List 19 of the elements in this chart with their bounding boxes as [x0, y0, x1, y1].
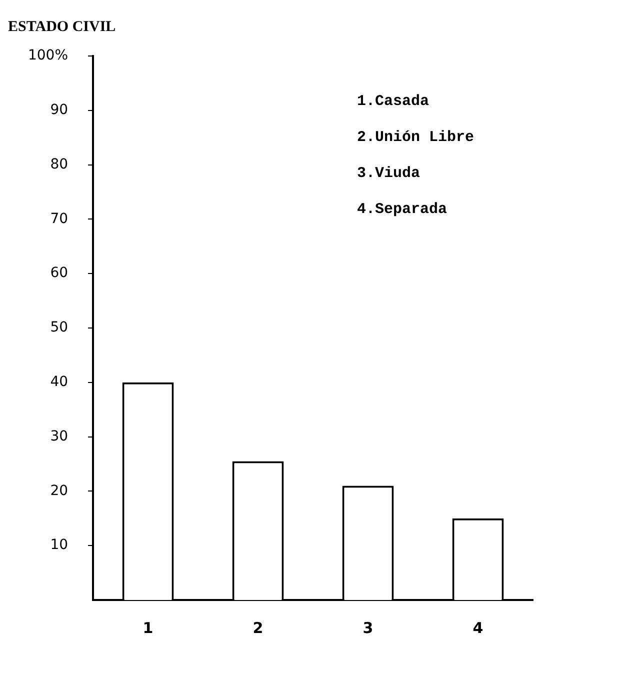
annotation: 3.Viuda: [357, 164, 420, 182]
annotation: 2.Unión Libre: [357, 128, 474, 146]
y-tick-label: 50: [50, 320, 68, 336]
y-tick-label: 30: [50, 428, 68, 444]
annotation: 4.Separada: [357, 200, 448, 218]
annotation: 1.Casada: [357, 92, 430, 110]
y-tick-label: 40: [50, 374, 68, 390]
x-tick-label: 3: [362, 618, 374, 637]
x-tick-label: 4: [472, 618, 484, 637]
x-tick-label: 1: [142, 618, 154, 637]
y-tick-label: 70: [50, 210, 68, 227]
y-tick-label: 90: [50, 102, 68, 118]
y-tick-label: 100%: [28, 48, 68, 64]
y-tick-label: 80: [50, 156, 68, 172]
y-tick-label: 10: [50, 537, 68, 554]
y-tick-label: 60: [50, 265, 68, 282]
x-tick-label: 2: [252, 618, 264, 637]
chart-title: ESTADO CIVIL: [8, 18, 116, 35]
y-tick-label: 20: [50, 482, 68, 499]
